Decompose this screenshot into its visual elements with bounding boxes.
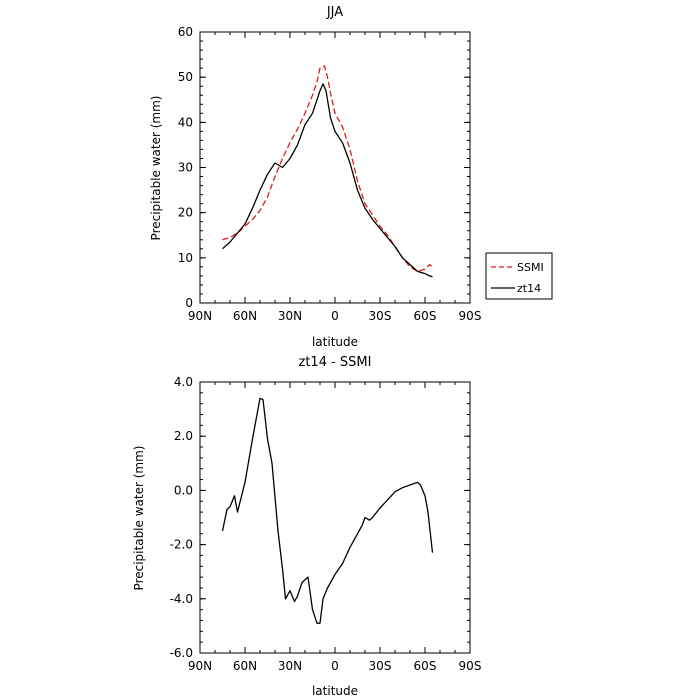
top-x-axis-label: latitude [312,335,358,349]
legend-label-zt14: zt14 [517,282,541,295]
bottom-chart-title: zt14 - SSMI [299,355,372,370]
y-tick-label: 20 [178,206,193,220]
top-x-tick-labels: 90N 60N 30N 0 30S 60S 90S [188,309,482,323]
x-tick-label: 90N [188,309,212,323]
top-y-axis-label: Precipitable water (mm) [149,96,163,241]
x-tick-label: 30S [369,309,392,323]
y-tick-label: 4.0 [174,375,193,389]
bottom-plot-frame [199,381,471,654]
y-tick-label: 10 [178,251,193,265]
y-tick-label: 2.0 [174,429,193,443]
y-tick-label: 50 [178,70,193,84]
top-axis-ticks [199,31,471,304]
series-line-zt14 [222,83,433,278]
legend-box [485,252,553,300]
bottom-y-tick-labels: -6.0 -4.0 -2.0 0.0 2.0 4.0 [170,375,193,660]
top-plot-frame [199,31,471,304]
y-tick-label: 0 [185,296,193,310]
y-tick-label: 60 [178,25,193,39]
y-tick-label: -2.0 [170,538,193,552]
top-chart-title: JJA [326,5,343,20]
x-tick-label: 90N [188,659,212,673]
x-tick-label: 60N [233,309,257,323]
series-line-difference [221,397,434,624]
legend-label-ssmi: SSMI [517,261,544,274]
x-tick-label: 60S [414,309,437,323]
bottom-series-lines [221,397,434,624]
y-tick-label: 0.0 [174,483,193,497]
x-tick-label: 0 [331,659,339,673]
y-tick-label: 40 [178,115,193,129]
bottom-y-axis-label: Precipitable water (mm) [132,446,146,591]
x-tick-label: 30S [369,659,392,673]
y-tick-label: 30 [178,161,193,175]
x-tick-label: 30N [278,659,302,673]
bottom-axis-ticks [199,381,471,654]
y-tick-label: -6.0 [170,646,193,660]
x-tick-label: 30N [278,309,302,323]
legend: SSMI zt14 [485,252,553,300]
bottom-panel: zt14 - SSMI 90N 60N 30N 0 30S 60S 90S -6.0 -4.0… [132,355,481,698]
x-tick-label: 0 [331,309,339,323]
y-tick-label: -4.0 [170,592,193,606]
top-panel: JJA 90N 60N 30N 0 30S 60S 90S 0 10 20 30 40 50 60 la… [149,5,553,349]
x-tick-label: 60N [233,659,257,673]
x-tick-label: 60S [414,659,437,673]
top-series-lines [222,65,433,278]
x-tick-label: 90S [459,659,482,673]
bottom-x-tick-labels: 90N 60N 30N 0 30S 60S 90S [188,659,482,673]
bottom-x-axis-label: latitude [312,684,358,698]
top-y-tick-labels: 0 10 20 30 40 50 60 [178,25,193,310]
x-tick-label: 90S [459,309,482,323]
